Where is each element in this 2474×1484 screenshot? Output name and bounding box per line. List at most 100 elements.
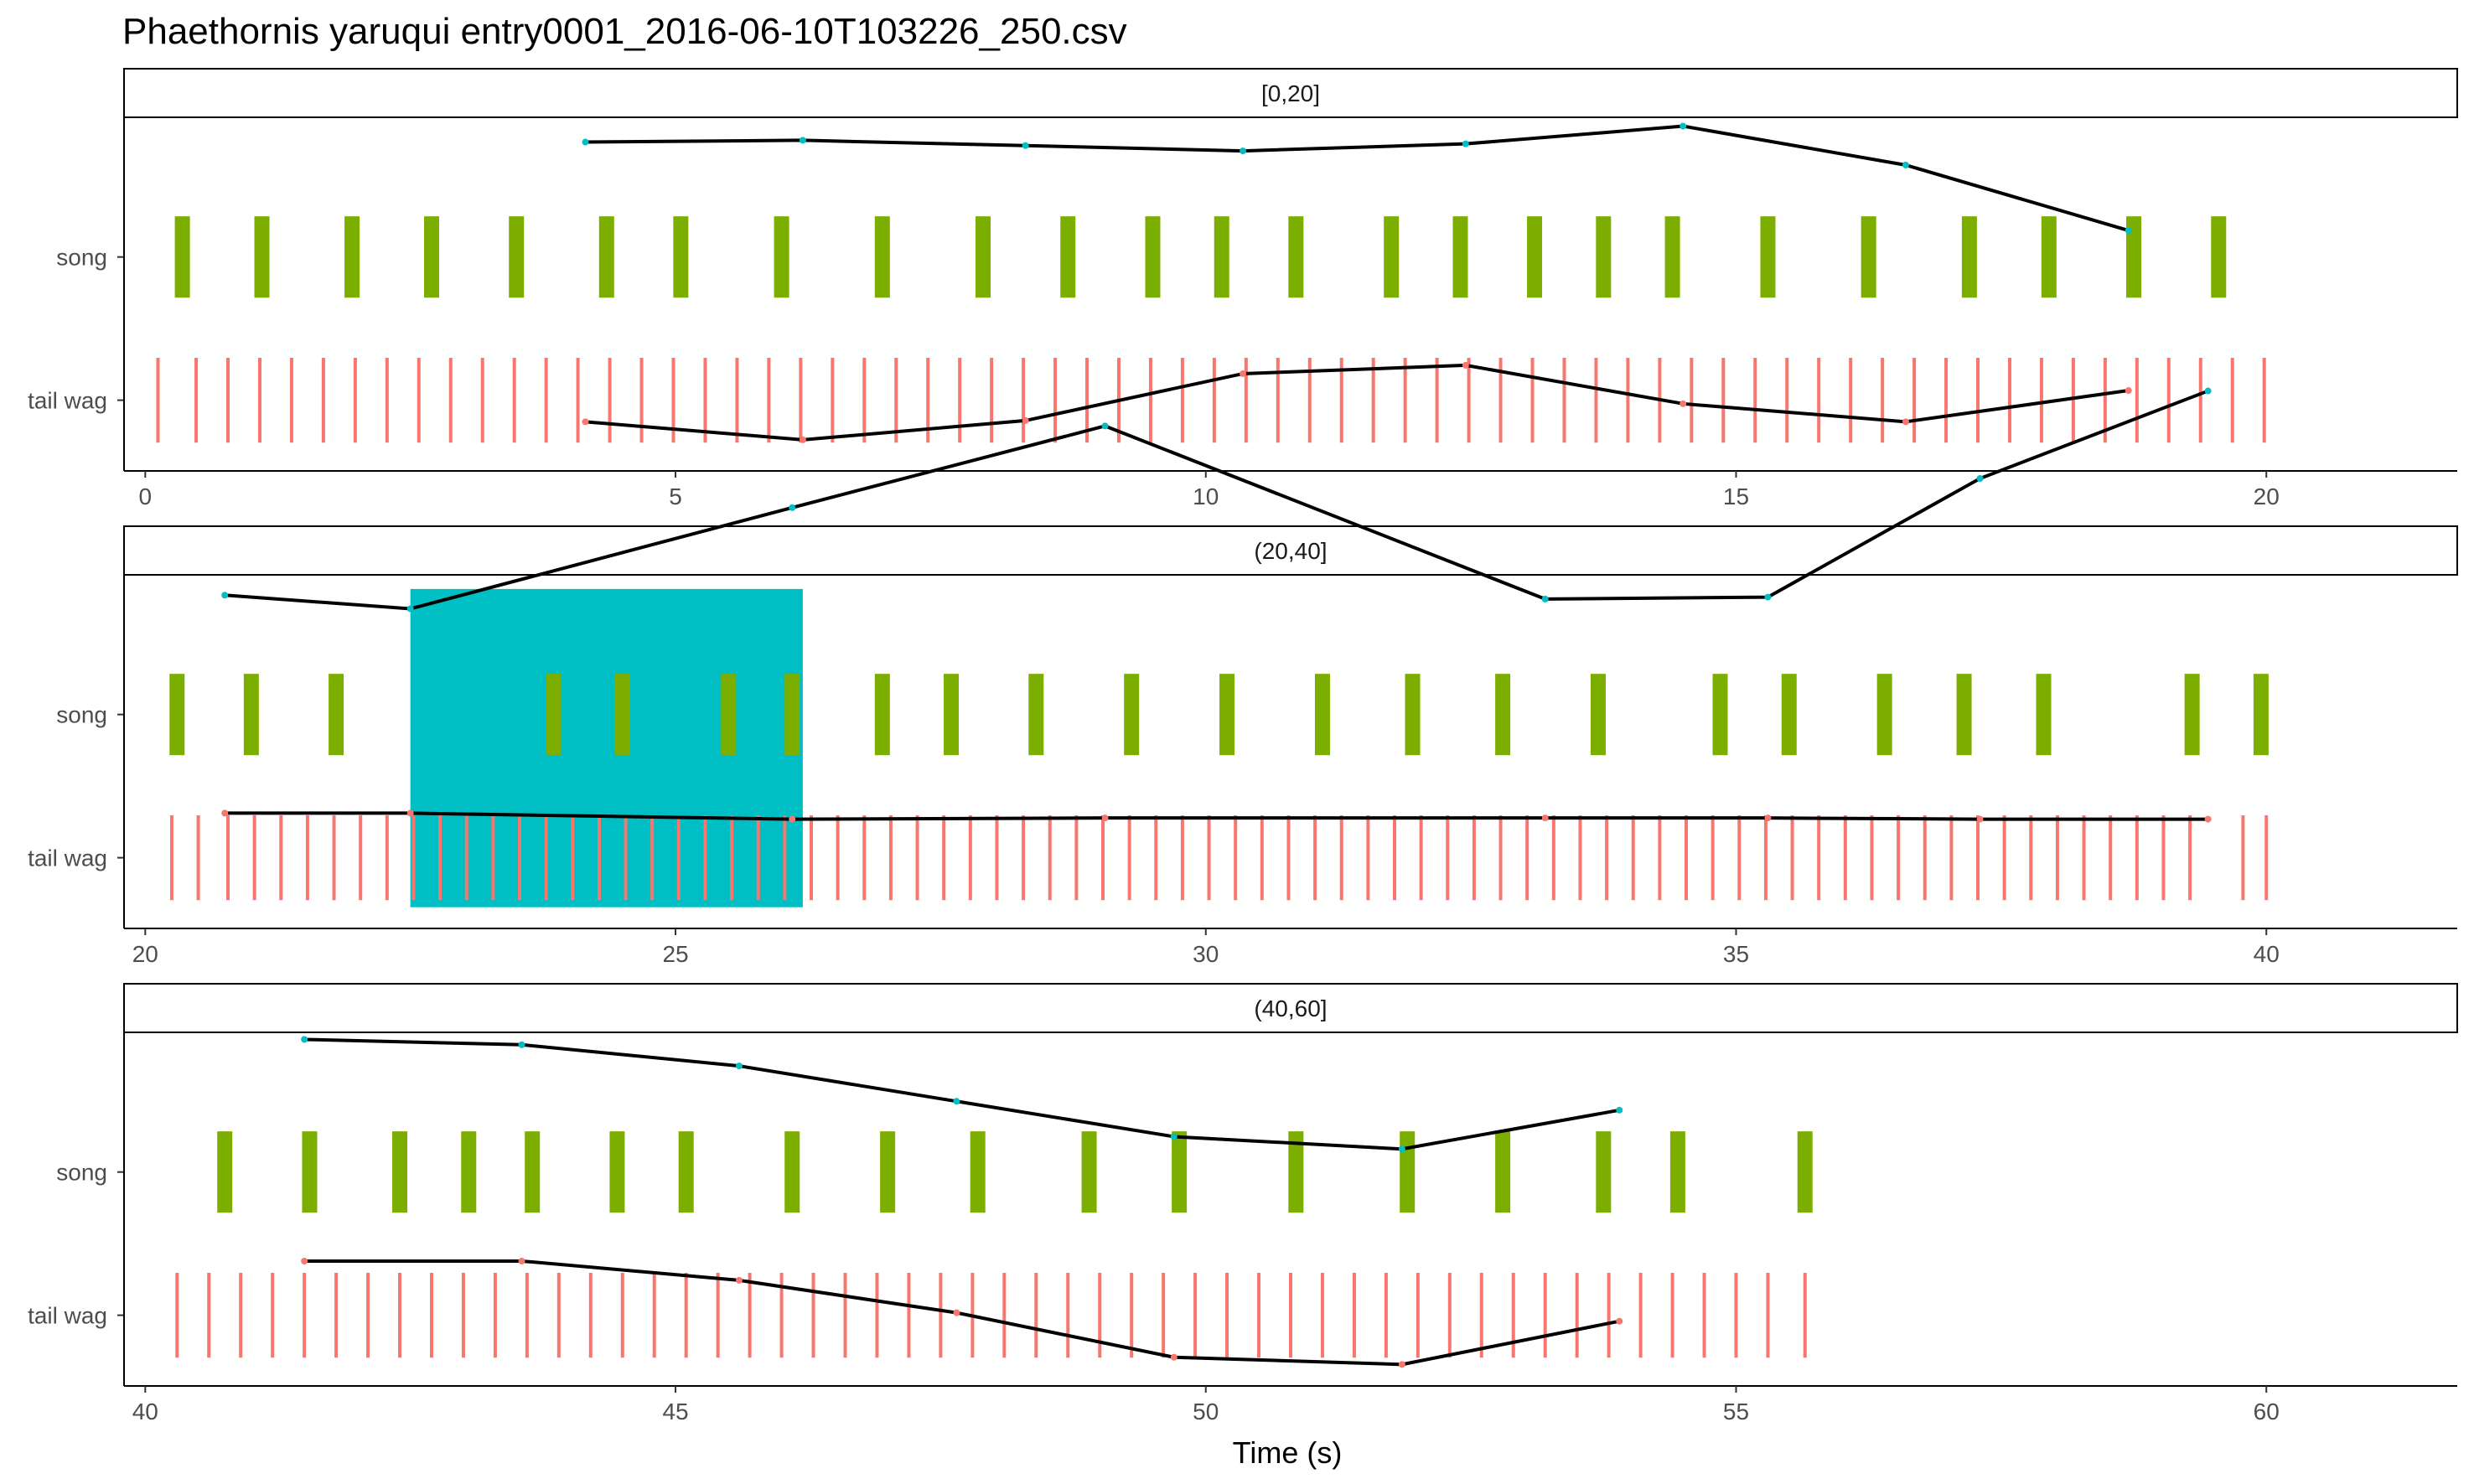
song-event (2041, 216, 2057, 298)
tail-rate-line (304, 1259, 1620, 1367)
song-rate-point (1680, 122, 1687, 130)
song-rate-point (1462, 140, 1469, 147)
song-event (329, 674, 344, 756)
tail-rate-point (1616, 1317, 1623, 1325)
song-event (1028, 674, 1044, 756)
y-tick-label: tail wag (28, 1303, 107, 1329)
song-event (1596, 1131, 1612, 1213)
song-event (1527, 216, 1543, 298)
tail-rate-point (1398, 1361, 1405, 1368)
song-rate-line (585, 124, 2130, 232)
x-tick-label: 35 (1723, 941, 1749, 967)
song-rate-point (1902, 161, 1909, 168)
song-rate-point (735, 1063, 743, 1070)
y-tick-label: song (56, 702, 107, 728)
x-tick-label: 25 (662, 941, 688, 967)
tail-rate-line (225, 811, 2208, 821)
song-event (678, 1131, 694, 1213)
song-rate-point (1764, 593, 1772, 601)
song-event (1664, 216, 1680, 298)
song-event (1081, 1131, 1097, 1213)
tail-rate-point (221, 809, 229, 817)
song-event (2126, 216, 2142, 298)
song-event (1712, 674, 1728, 756)
song-event (217, 1131, 233, 1213)
song-event (461, 1131, 477, 1213)
x-tick-label: 60 (2254, 1399, 2280, 1425)
song-rate-point (789, 504, 796, 511)
song-event (970, 1131, 986, 1213)
tail-rate-point (1240, 370, 1247, 377)
song-event (525, 1131, 541, 1213)
x-tick-label: 50 (1193, 1399, 1219, 1425)
song-event (1314, 674, 1330, 756)
song-rate-point (406, 605, 414, 613)
tail-rate-point (1541, 814, 1549, 822)
song-rate-point (582, 138, 589, 146)
song-event (874, 674, 890, 756)
x-tick-label: 30 (1193, 941, 1219, 967)
tail-rate-point (301, 1257, 308, 1264)
song-event (2211, 216, 2227, 298)
y-tick-label: tail wag (28, 388, 107, 414)
song-event (1384, 216, 1400, 298)
song-event (874, 216, 890, 298)
song-event (1495, 674, 1511, 756)
song-event (2253, 674, 2269, 756)
tail-rate-point (1902, 418, 1909, 426)
song-event (1400, 1131, 1416, 1213)
song-event (174, 216, 190, 298)
y-tick-label: song (56, 245, 107, 271)
x-tick-label: 55 (1723, 1399, 1749, 1425)
tail-rate-point (1680, 400, 1687, 407)
tail-rate-point (799, 436, 806, 443)
tail-rate-point (582, 418, 589, 426)
song-event (1781, 674, 1797, 756)
tail-rate-point (953, 1309, 960, 1316)
tail-rate-point (1976, 815, 1984, 823)
song-event (1124, 674, 1140, 756)
tail-rate-point (735, 1276, 743, 1284)
tail-rate-point (2204, 815, 2212, 823)
song-event (673, 216, 689, 298)
song-event (598, 216, 614, 298)
song-event (784, 1131, 800, 1213)
tail-rate-point (406, 809, 414, 817)
song-event (1060, 216, 1076, 298)
song-event (344, 216, 360, 298)
x-tick-label: 0 (139, 483, 153, 509)
facet-strip-label: [0,20] (1261, 80, 1320, 106)
song-rate-point (1170, 1133, 1177, 1140)
x-tick-label: 40 (132, 1399, 158, 1425)
x-tick-label: 20 (132, 941, 158, 967)
song-event (2036, 674, 2052, 756)
facet-strip-label: (20,40] (1254, 538, 1327, 564)
x-tick-label: 20 (2254, 483, 2280, 509)
tail-rate-line (585, 363, 2129, 442)
song-event (1214, 216, 1229, 298)
tail-rate-point (1764, 814, 1772, 822)
song-event (1219, 674, 1235, 756)
song-event (1861, 216, 1876, 298)
song-rate-point (221, 592, 229, 599)
song-event (1669, 1131, 1685, 1213)
x-tick-label: 5 (669, 483, 682, 509)
song-event (509, 216, 525, 298)
song-rate-point (1022, 142, 1029, 149)
facet-1: (20,40] song tail wag 20 25 30 35 40 (28, 387, 2458, 967)
song-event (1876, 674, 1892, 756)
facet-panels: [0,20] song tail wag 0 5 10 15 20 (20,40] song tai… (28, 68, 2458, 1425)
song-event (774, 216, 789, 298)
song-event (254, 216, 270, 298)
highlight-region (410, 588, 803, 907)
tail-rate-point (1170, 1353, 1177, 1361)
x-tick-label: 10 (1193, 483, 1219, 509)
song-rate-point (2125, 227, 2132, 235)
facet-2: (40,60] song tail wag 40 45 50 55 60 (28, 983, 2458, 1425)
song-rate-point (1541, 595, 1549, 602)
tail-rate-point (518, 1257, 525, 1264)
x-axis-label: Time (s) (1233, 1435, 1343, 1470)
song-event (609, 1131, 625, 1213)
tail-rate-point (789, 815, 796, 823)
